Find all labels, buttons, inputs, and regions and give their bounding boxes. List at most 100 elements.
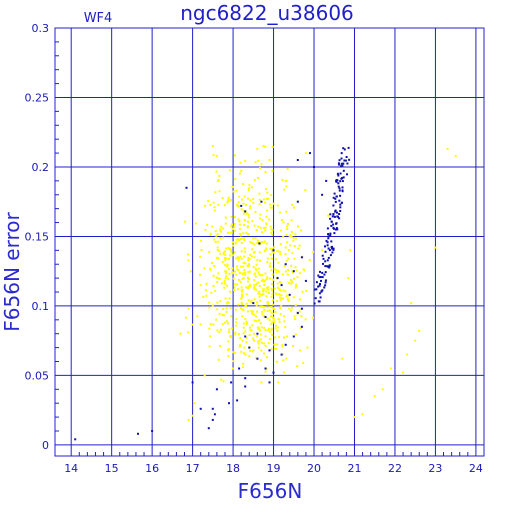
yellow-point [265, 290, 268, 293]
yellow-point [215, 276, 218, 279]
yellow-point [236, 238, 239, 240]
yellow-point [402, 371, 405, 374]
yellow-point [240, 350, 243, 353]
blue-point [334, 197, 337, 200]
yellow-point [234, 242, 237, 245]
x-tick-label: 24 [469, 462, 483, 475]
yellow-point [205, 294, 208, 297]
blue-point [292, 335, 295, 338]
yellow-point [253, 256, 256, 259]
yellow-point [227, 196, 230, 199]
yellow-point [244, 272, 247, 275]
yellow-point [231, 367, 234, 370]
yellow-point [227, 200, 230, 202]
yellow-point [217, 203, 220, 206]
yellow-point [264, 240, 266, 243]
yellow-point [217, 179, 220, 181]
yellow-point [262, 288, 265, 291]
yellow-point [249, 240, 252, 243]
yellow-point [199, 284, 202, 287]
yellow-point [254, 283, 257, 286]
blue-point [322, 257, 325, 260]
blue-point [244, 335, 247, 338]
yellow-point [257, 177, 260, 179]
yellow-point [240, 208, 243, 211]
yellow-point [300, 229, 303, 232]
blue-point [185, 186, 188, 189]
yellow-point [240, 241, 243, 244]
yellow-point [200, 239, 202, 242]
yellow-point [187, 259, 190, 262]
yellow-point [288, 282, 290, 285]
yellow-point [252, 349, 255, 352]
yellow-point [262, 293, 265, 296]
yellow-point [272, 202, 275, 205]
yellow-point [254, 267, 257, 270]
yellow-point [226, 301, 229, 304]
blue-point [322, 262, 324, 265]
yellow-point [245, 304, 247, 307]
blue-point [332, 213, 335, 216]
yellow-point [270, 348, 273, 351]
yellow-point [299, 298, 301, 301]
yellow-point [222, 314, 225, 317]
yellow-point [259, 213, 262, 216]
blue-point [337, 174, 340, 177]
yellow-point [263, 352, 266, 355]
yellow-point [247, 299, 250, 302]
yellow-point [224, 282, 227, 285]
yellow-point [264, 344, 267, 347]
blue-point [341, 186, 344, 189]
yellow-point [282, 273, 284, 276]
blue-point [339, 194, 342, 197]
yellow-point [283, 320, 286, 323]
yellow-point [282, 289, 285, 292]
yellow-point [259, 338, 262, 341]
yellow-point [262, 145, 265, 148]
blue-point [334, 200, 337, 203]
blue-point [339, 203, 342, 206]
yellow-point [240, 234, 242, 237]
x-tick-label: 16 [145, 462, 159, 475]
yellow-point [256, 259, 259, 262]
yellow-point [294, 233, 297, 236]
yellow-point [224, 270, 226, 273]
yellow-point [253, 313, 256, 316]
yellow-point [234, 351, 237, 354]
yellow-point [212, 201, 215, 204]
yellow-point [255, 356, 258, 359]
yellow-point [279, 211, 281, 214]
yellow-point [278, 288, 281, 291]
yellow-point [251, 312, 254, 314]
yellow-point [258, 203, 261, 206]
yellow-point [225, 257, 228, 260]
yellow-point [296, 276, 299, 279]
yellow-point [223, 204, 226, 207]
yellow-point [208, 301, 211, 304]
yellow-point [275, 360, 278, 363]
yellow-point [260, 163, 263, 166]
yellow-point [222, 380, 225, 383]
blue-point [329, 213, 332, 216]
blue-point [318, 284, 321, 287]
yellow-point [239, 281, 242, 283]
yellow-point [265, 367, 268, 370]
yellow-point [284, 179, 287, 182]
yellow-point [257, 319, 260, 322]
yellow-point [224, 297, 227, 300]
yellow-point [271, 249, 274, 252]
yellow-point [270, 315, 273, 318]
yellow-point [248, 284, 251, 286]
yellow-point [259, 359, 262, 362]
yellow-point [242, 209, 245, 212]
yellow-point [253, 179, 256, 182]
yellow-point [247, 189, 250, 192]
yellow-point [287, 269, 290, 272]
blue-point [151, 430, 154, 432]
yellow-point [265, 188, 268, 191]
yellow-point [215, 154, 218, 157]
blue-point [332, 223, 335, 226]
yellow-point [234, 308, 237, 311]
yellow-point [242, 232, 245, 235]
yellow-point [253, 273, 256, 276]
